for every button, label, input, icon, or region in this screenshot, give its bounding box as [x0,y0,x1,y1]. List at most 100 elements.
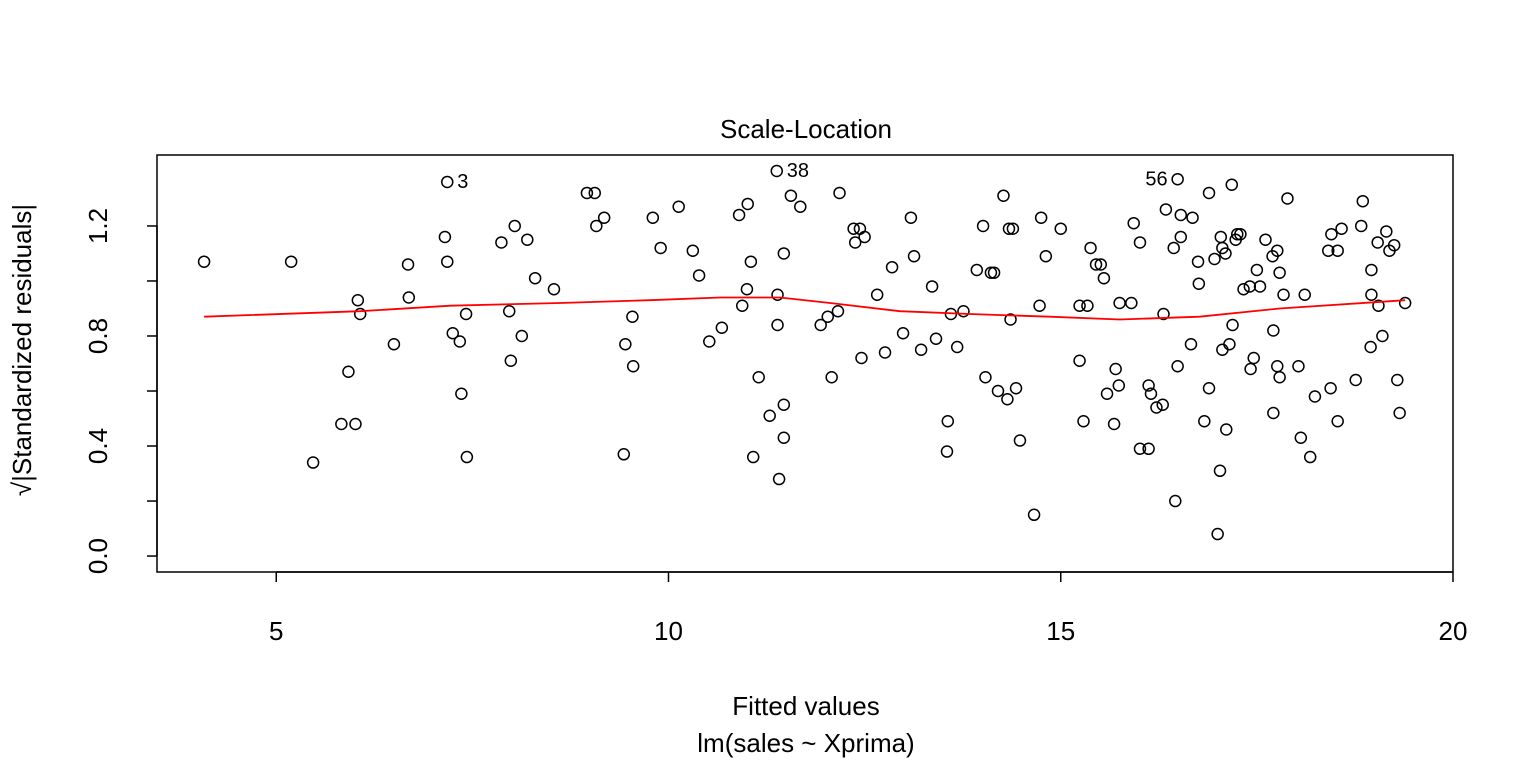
point [588,186,602,200]
point [1213,464,1227,478]
point [654,241,667,255]
point [306,456,320,469]
point [1142,442,1155,456]
point [1271,360,1284,373]
point [401,258,415,271]
point [547,282,561,296]
point [1109,362,1122,376]
point [1013,434,1027,447]
x-tick-label: 10 [654,616,683,646]
point [1371,236,1384,249]
point [1391,373,1404,387]
y-axis-label: √|Standardized residuals| [7,204,37,496]
point [515,329,529,343]
point [1081,299,1094,312]
point [1002,222,1016,235]
point [814,318,827,332]
point [460,450,474,464]
point-label: 3 [457,171,468,193]
point [732,208,746,222]
point [794,200,807,213]
point-label: 56 [1145,168,1167,190]
point [502,304,516,318]
point [929,332,943,345]
x-tick-label: 20 [1439,616,1468,646]
point [1054,222,1067,235]
point [991,384,1005,398]
point [402,291,416,304]
point [1277,288,1290,301]
point [504,354,518,367]
point [1094,258,1108,271]
point [1267,406,1280,420]
point [997,189,1010,202]
point [1027,508,1041,522]
point [438,230,452,244]
point [1247,351,1260,365]
point [455,387,468,401]
point [984,266,998,279]
point [770,164,784,178]
point [940,445,954,458]
point-label: 38 [787,160,809,182]
point [1034,211,1048,224]
point [772,472,786,486]
point [646,211,660,224]
point [459,307,473,321]
point [1220,423,1233,436]
point [446,326,460,340]
point [1376,329,1389,343]
point [617,448,631,461]
point [741,197,754,211]
point [1157,307,1170,321]
point [1308,390,1322,403]
point [1156,398,1169,412]
point [1298,288,1311,301]
point [1125,296,1138,310]
point [858,230,871,244]
point [686,244,700,257]
point [979,371,992,384]
point [1271,244,1284,257]
point [987,266,1001,279]
point [777,247,791,260]
point [833,186,846,200]
point [1267,324,1280,337]
point [1171,172,1184,186]
point [1171,360,1184,373]
y-tick-label: 0.0 [83,538,113,574]
point [1244,362,1257,376]
point [335,417,348,431]
point [1354,219,1368,233]
point [1001,393,1014,406]
point [1294,431,1308,445]
point [1100,387,1114,401]
point [1231,227,1244,241]
point [1253,280,1267,293]
point [763,409,776,423]
point [1211,527,1224,541]
point [1325,227,1338,241]
subtitle: lm(sales ~ Xprima) [697,728,914,758]
point [1335,222,1348,235]
point [825,371,838,384]
point [1223,337,1236,351]
point [1186,211,1199,224]
point [521,233,534,246]
point [1331,415,1344,428]
point [1127,216,1140,230]
point [777,398,791,412]
x-tick-label: 15 [1046,616,1075,646]
point [619,337,632,351]
point [1356,194,1370,208]
point [1259,233,1272,246]
point [1133,442,1147,456]
point [1202,186,1216,200]
point [692,269,706,282]
x-tick-label: 5 [269,616,283,646]
point [1292,360,1305,373]
y-tick-label: 0.8 [83,318,113,354]
point [855,351,868,365]
point [1113,296,1126,310]
